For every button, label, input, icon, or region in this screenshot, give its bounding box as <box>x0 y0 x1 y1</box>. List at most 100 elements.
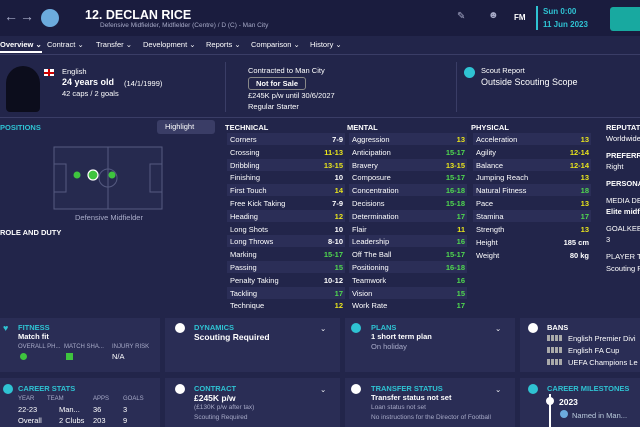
attribute-value: 11 <box>457 224 465 234</box>
stat-cell: 9 <box>123 416 128 425</box>
attribute-name: Strength <box>476 224 505 234</box>
tab[interactable]: Reports ⌄ <box>206 40 241 49</box>
attribute-value: 13-15 <box>323 160 343 170</box>
row-stripe <box>227 158 345 171</box>
attribute-value: 15 <box>456 288 465 298</box>
attribute-value: 12 <box>334 211 343 221</box>
row-stripe <box>473 184 591 197</box>
attribute-name: Long Throws <box>230 237 274 247</box>
positions-title[interactable]: POSITIONS <box>0 123 41 132</box>
attribute-name: Pace <box>476 199 494 208</box>
attribute-value: 10-12 <box>323 275 343 285</box>
side-text: PREFERRE <box>606 151 640 160</box>
attribute-name: Flair <box>352 224 367 234</box>
panel-title: CONTRACT <box>194 384 237 393</box>
side-text: 3 <box>606 235 611 244</box>
tab[interactable]: Transfer ⌄ <box>96 40 133 49</box>
panel-title: BANS <box>547 323 569 332</box>
dynamics-panel[interactable]: DYNAMICS Scouting Required ⌄ <box>165 318 340 372</box>
milestones-panel[interactable]: CAREER MILESTONES 2023 Named in Man... <box>520 378 640 427</box>
back-button[interactable]: ← <box>4 8 18 24</box>
attribute-value: 12-14 <box>569 160 589 170</box>
attribute-name: Stamina <box>476 211 504 221</box>
edit-icon[interactable]: ✎ <box>457 11 466 22</box>
divider <box>225 62 226 112</box>
transfer-status-panel[interactable]: TRANSFER STATUS Transfer status not set … <box>345 378 515 427</box>
divider <box>0 117 640 118</box>
attribute-name: Marking <box>230 250 257 260</box>
attribute-name: Positioning <box>352 263 389 272</box>
side-text: Scouting R <box>606 264 640 273</box>
attribute-name: Long Shots <box>230 224 268 234</box>
attribute-name: Aggression <box>352 135 390 144</box>
dynamics-value: Scouting Required <box>194 332 270 342</box>
fitness-panel[interactable]: ♥ FITNESS Match fit OVERALL PH... MATCH … <box>0 318 160 372</box>
panel-title: FITNESS <box>18 323 50 332</box>
panel-title: CAREER MILESTONES <box>547 384 630 393</box>
stat-cell: 3 <box>123 405 128 414</box>
row-stripe <box>349 209 467 222</box>
club-crest <box>41 9 59 27</box>
row-stripe <box>349 235 467 248</box>
ban-competition: English Premier Divi <box>568 334 636 343</box>
player-subtitle: Defensive Midfielder, Midfielder (Centre… <box>100 22 269 29</box>
attribute-value: 13-15 <box>445 160 465 170</box>
tab[interactable]: History ⌄ <box>310 40 342 49</box>
row-stripe <box>227 209 345 222</box>
contract-value: £245K p/w <box>194 393 236 403</box>
row-stripe <box>349 286 467 299</box>
attribute-value: 10 <box>334 173 343 183</box>
row-stripe <box>473 209 591 222</box>
contract-panel[interactable]: CONTRACT £245K p/w (£130K p/w after tax)… <box>165 378 340 427</box>
column-header: GOALS <box>123 396 144 402</box>
bans-panel[interactable]: BANS English Premier Divi English FA Cup U… <box>520 318 640 372</box>
attribute-name: First Touch <box>230 186 267 196</box>
tab[interactable]: Development ⌄ <box>143 40 196 49</box>
attribute-value: 8-10 <box>327 237 343 247</box>
attribute-value: 17 <box>456 211 465 221</box>
milestone-item: Named in Man... <box>572 411 628 420</box>
flag <box>44 69 54 76</box>
row-stripe <box>349 184 467 197</box>
ban-competition: UEFA Champions Le <box>568 358 638 367</box>
tab[interactable]: Overview ⌄ <box>0 40 42 53</box>
attribute-value: 15-18 <box>445 199 465 208</box>
row-stripe <box>227 286 345 299</box>
attribute-name: Agility <box>476 147 497 157</box>
side-text: MEDIA DE <box>606 196 640 205</box>
tab[interactable]: Contract ⌄ <box>47 40 84 49</box>
info-value: 80 kg <box>569 251 589 260</box>
plans-panel[interactable]: PLANS 1 short term plan On holiday ⌄ <box>345 318 515 372</box>
plans-value: 1 short term plan <box>371 332 432 341</box>
panel-title: CAREER STATS <box>18 384 76 393</box>
attribute-name: Off The Ball <box>352 250 392 260</box>
contract-note: (£130K p/w after tax) <box>194 404 255 411</box>
attribute-name: Penalty Taking <box>230 275 279 285</box>
continue-button[interactable] <box>610 7 640 31</box>
user-icon[interactable]: ☻ <box>488 10 499 21</box>
highlight-dropdown[interactable]: Highlight <box>157 120 215 134</box>
transfer-status-button[interactable]: Not for Sale <box>248 77 306 90</box>
fm-logo[interactable]: FM <box>514 13 526 22</box>
stat-cell: Overall <box>18 416 42 425</box>
attribute-name: Vision <box>352 288 373 298</box>
row-stripe <box>473 133 591 145</box>
attribute-name: Decisions <box>352 199 385 208</box>
tab[interactable]: Comparison ⌄ <box>251 40 300 49</box>
forward-button[interactable]: → <box>20 8 34 24</box>
scout-label: Scout Report <box>481 66 525 75</box>
column-header: TEAM <box>47 396 64 402</box>
attribute-value: 15 <box>334 263 343 272</box>
label: INJURY RISK <box>112 344 150 350</box>
scout-icon <box>464 67 475 78</box>
attribute-name: Dribbling <box>230 160 260 170</box>
attribute-value: 7-9 <box>332 199 343 208</box>
attribute-value: 13 <box>580 135 589 144</box>
attribute-value: 18 <box>580 186 589 196</box>
side-text: PLAYER T <box>606 252 640 261</box>
career-stats-panel[interactable]: CAREER STATS YEAR TEAM APPS GOALS 22-23 Man..… <box>0 378 160 427</box>
loan-status: Loan status not set <box>371 404 426 411</box>
plans-note: On holiday <box>371 342 407 351</box>
ban-bar <box>547 347 562 353</box>
row-stripe <box>349 158 467 171</box>
